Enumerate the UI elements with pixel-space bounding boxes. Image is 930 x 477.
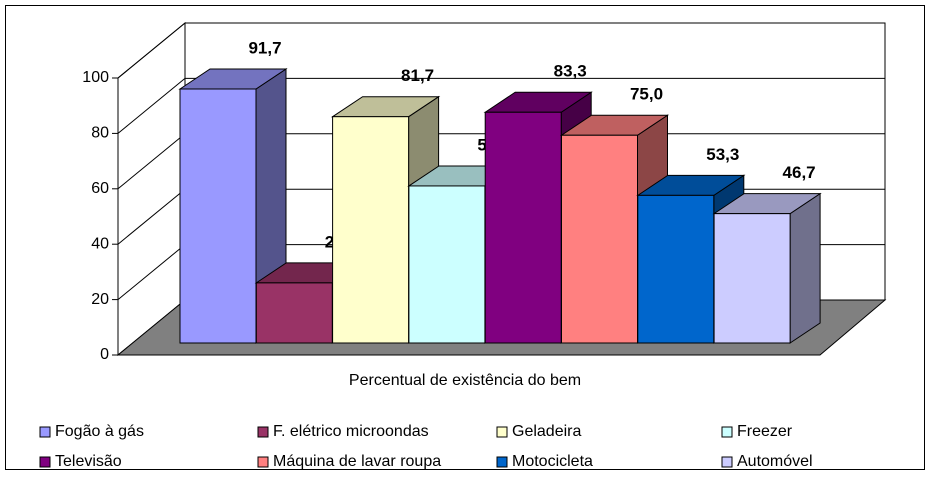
- left-wall: [117, 21, 186, 357]
- grid-line: [117, 22, 186, 79]
- legend-label: Freezer: [737, 423, 793, 440]
- legend-label: Automóvel: [737, 453, 813, 470]
- y-tick-label: 20: [91, 291, 109, 308]
- legend-swatch: [257, 426, 269, 438]
- legend-label: Fogão à gás: [55, 423, 144, 440]
- bar: [713, 213, 791, 344]
- y-tick-label: 60: [91, 180, 109, 197]
- bars: 91,721,781,756,783,375,053,346,7: [178, 38, 822, 344]
- value-label: 91,7: [248, 38, 281, 57]
- legend: Fogão à gás F. elétrico microondas Geladei…: [39, 423, 813, 470]
- legend-label: Televisão: [55, 453, 122, 470]
- legend-swatch: [721, 456, 733, 468]
- legend-label: F. elétrico microondas: [273, 423, 429, 440]
- value-label: 75,0: [630, 85, 663, 104]
- value-label: 53,3: [706, 145, 739, 164]
- grid-line: [117, 78, 186, 134]
- bar: [255, 282, 333, 344]
- legend-swatch: [721, 426, 733, 438]
- category-label: Percentual de existência do bem: [349, 372, 581, 389]
- bar: [484, 111, 562, 344]
- grid-line: [117, 244, 186, 300]
- legend-swatch: [496, 426, 508, 438]
- y-tick-label: 40: [91, 235, 109, 252]
- grid-line: [117, 188, 186, 245]
- value-label: 83,3: [554, 62, 587, 81]
- legend-swatch: [39, 456, 51, 468]
- y-tick-label: 80: [91, 125, 109, 142]
- value-label: 81,7: [401, 66, 434, 85]
- y-tick-label: 100: [82, 69, 109, 86]
- bar: [561, 134, 638, 344]
- legend-swatch: [257, 456, 269, 468]
- value-label: 46,7: [783, 163, 816, 182]
- legend-swatch: [39, 426, 51, 438]
- legend-label: Motocicleta: [512, 453, 593, 470]
- bar: [408, 185, 486, 344]
- grid-line: [117, 133, 186, 190]
- legend-label: Geladeira: [512, 423, 581, 440]
- bar-side: [789, 192, 821, 344]
- legend-swatch: [496, 456, 508, 468]
- y-tick-label: 0: [100, 346, 109, 363]
- bar: [179, 88, 257, 344]
- legend-label: Máquina de lavar roupa: [273, 453, 441, 470]
- bar: [637, 194, 715, 344]
- bar: [332, 116, 410, 344]
